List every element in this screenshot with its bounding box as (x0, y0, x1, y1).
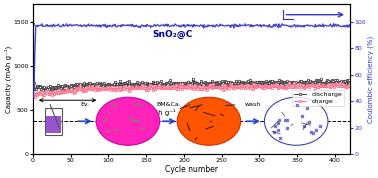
charge (173, 84, 178, 86)
discharge (335, 83, 339, 85)
Ellipse shape (177, 97, 241, 145)
Text: BM&Ca.: BM&Ca. (157, 102, 181, 107)
Text: SnO₂@C: SnO₂@C (152, 30, 192, 39)
discharge (138, 85, 142, 87)
Legend: discharge, charge: discharge, charge (292, 90, 344, 106)
discharge (43, 89, 47, 91)
Ellipse shape (96, 97, 160, 145)
Y-axis label: Coulombic efficiency (%): Coulombic efficiency (%) (367, 36, 374, 123)
discharge (293, 82, 297, 84)
charge (337, 82, 342, 84)
Y-axis label: Capacity (mAh g⁻¹): Capacity (mAh g⁻¹) (4, 46, 12, 113)
X-axis label: Cycle number: Cycle number (165, 165, 218, 174)
charge (138, 86, 142, 88)
Line: discharge: discharge (32, 22, 352, 91)
charge (33, 96, 37, 98)
discharge (31, 23, 36, 25)
Line: charge: charge (32, 81, 352, 98)
discharge (188, 82, 193, 84)
charge (188, 87, 193, 89)
FancyBboxPatch shape (46, 116, 61, 133)
discharge (42, 86, 46, 88)
Ellipse shape (265, 97, 328, 145)
Text: Ev.: Ev. (81, 102, 90, 107)
charge (348, 82, 352, 85)
charge (335, 83, 339, 85)
discharge (348, 81, 352, 83)
discharge (173, 82, 178, 84)
charge (293, 85, 297, 87)
Text: 372 mAh g⁻¹: 372 mAh g⁻¹ (131, 109, 176, 116)
Text: wash: wash (245, 102, 262, 107)
charge (31, 95, 36, 97)
charge (43, 92, 47, 94)
